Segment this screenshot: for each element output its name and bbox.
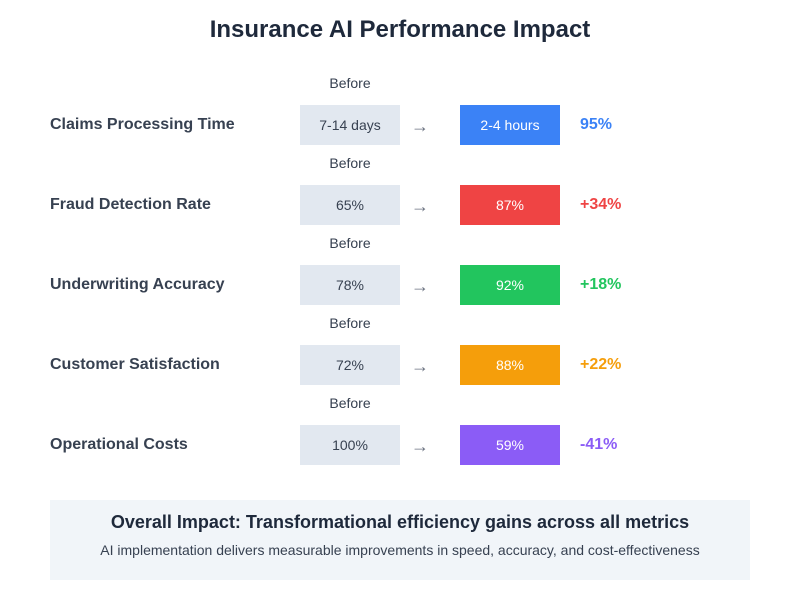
after-value: 92% (460, 265, 560, 305)
metric-row: Before Underwriting Accuracy 78% → 92% +18% (0, 235, 800, 315)
metric-label: Fraud Detection Rate (50, 196, 211, 213)
before-caption: Before (329, 155, 371, 171)
metric-row: Before Claims Processing Time 7-14 days → 2-… (0, 75, 800, 155)
arrow-right-icon: → (411, 276, 429, 296)
before-caption: Before (329, 75, 371, 91)
arrow-right-icon: → (411, 436, 429, 456)
arrow-right-icon: → (411, 356, 429, 376)
metric-label: Underwriting Accuracy (50, 276, 225, 293)
metric-row: Before Operational Costs 100% → 59% -41% (0, 395, 800, 475)
before-caption: Before (329, 315, 371, 331)
arrow-right-icon: → (411, 116, 429, 136)
before-caption: Before (329, 235, 371, 251)
metric-row: Before Customer Satisfaction 72% → 88% +22% (0, 315, 800, 395)
before-value: 78% (300, 265, 400, 305)
before-caption: Before (329, 395, 371, 411)
after-value: 2-4 hours (460, 105, 560, 145)
before-value: 100% (300, 425, 400, 465)
metric-label: Claims Processing Time (50, 116, 235, 133)
after-value: 59% (460, 425, 560, 465)
change-value: 95% (580, 116, 613, 133)
summary-text: AI implementation delivers measurable im… (100, 542, 700, 558)
summary-title: Overall Impact: Transformational efficie… (110, 512, 690, 532)
chart-title: Insurance AI Performance Impact (209, 16, 591, 43)
arrow-right-icon: → (411, 196, 429, 216)
before-value: 65% (300, 185, 400, 225)
change-value: -41% (580, 436, 618, 453)
before-value: 7-14 days (300, 105, 400, 145)
metric-row: Before Fraud Detection Rate 65% → 87% +34% (0, 155, 800, 235)
metric-label: Customer Satisfaction (50, 356, 220, 373)
summary-panel: Overall Impact: Transformational efficie… (50, 500, 750, 580)
change-value: +34% (580, 196, 622, 213)
metric-label: Operational Costs (50, 436, 188, 453)
after-value: 88% (460, 345, 560, 385)
change-value: +22% (580, 356, 622, 373)
change-value: +18% (580, 276, 622, 293)
before-value: 72% (300, 345, 400, 385)
after-value: 87% (460, 185, 560, 225)
